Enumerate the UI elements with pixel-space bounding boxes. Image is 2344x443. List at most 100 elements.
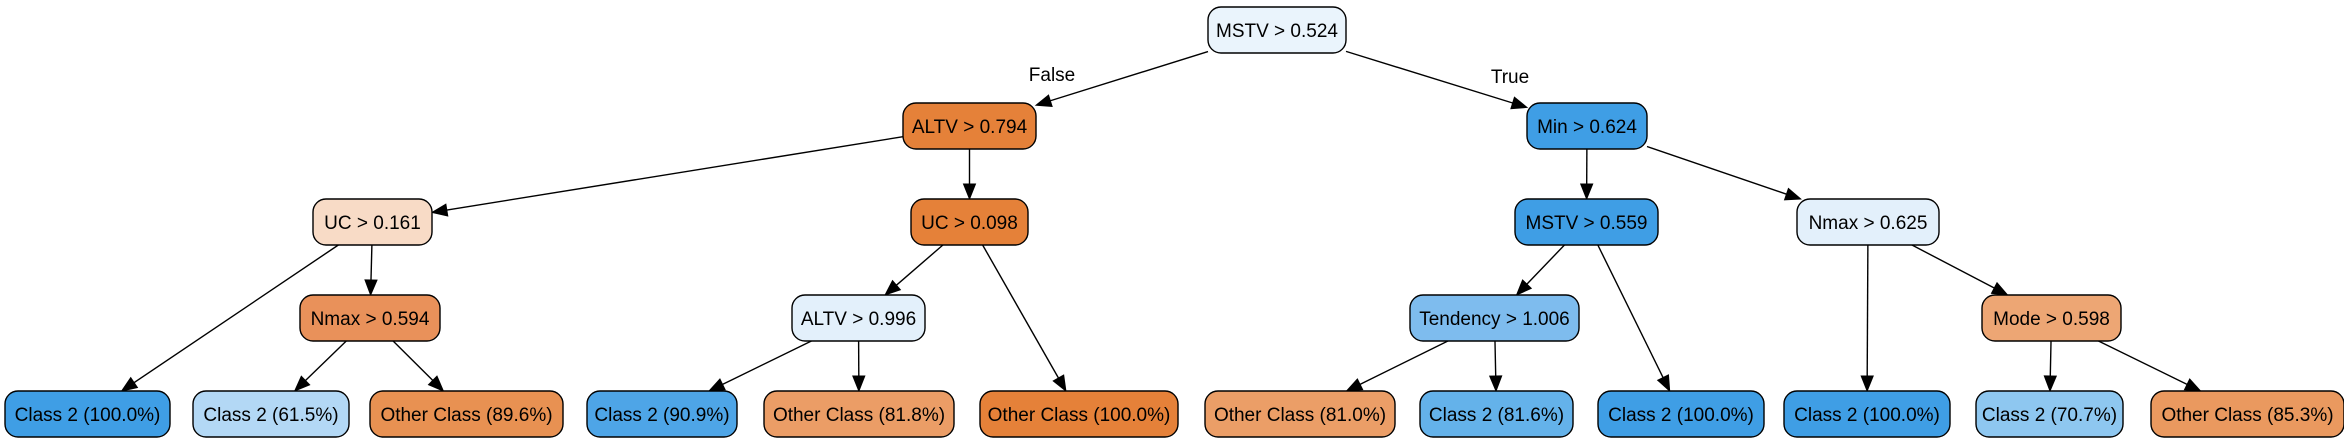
tree-edge — [1515, 244, 1565, 296]
tree-node-label: Class 2 (100.0%) — [15, 405, 161, 426]
tree-edge — [962, 149, 977, 201]
tree-edge — [430, 136, 904, 217]
tree-node-box — [1204, 390, 1396, 438]
tree-node-label: UC > 0.098 — [921, 213, 1018, 234]
tree-node-label: MSTV > 0.524 — [1216, 21, 1338, 42]
tree-node: Other Class (89.6%) — [369, 390, 564, 438]
tree-edge-line — [1911, 244, 1995, 289]
tree-node-box — [1419, 390, 1574, 438]
arrowhead-icon — [1990, 281, 2009, 296]
tree-edge — [1860, 244, 1874, 393]
tree-edge-line — [722, 340, 812, 386]
tree-edge-line — [1526, 244, 1565, 285]
tree-node-label: Class 2 (90.9%) — [594, 405, 729, 426]
tree-edge-line — [446, 136, 904, 211]
tree-node: Class 2 (61.5%) — [192, 390, 350, 438]
tree-node-box — [2150, 390, 2344, 438]
arrowhead-icon — [430, 203, 449, 217]
arrowhead-icon — [1579, 183, 1594, 201]
tree-edge — [1911, 244, 2009, 296]
tree-edge — [852, 340, 866, 393]
arrowhead-icon — [1656, 374, 1671, 393]
tree-edge — [2098, 340, 2202, 392]
tree-edge — [364, 244, 378, 297]
tree-edge-line — [370, 244, 373, 281]
tree-node-label: Other Class (89.6%) — [380, 405, 552, 426]
tree-node-label: Nmax > 0.594 — [311, 309, 430, 330]
arrowhead-icon — [2043, 375, 2058, 393]
tree-edge-line — [1646, 145, 1787, 195]
arrowhead-icon — [293, 375, 311, 392]
arrowhead-icon — [884, 279, 902, 296]
tree-edge-line — [1597, 244, 1664, 378]
tree-edge — [707, 340, 812, 392]
tree-edge — [120, 244, 339, 392]
tree-edge — [1597, 244, 1671, 393]
arrowhead-icon — [1510, 96, 1529, 110]
tree-node-label: Class 2 (61.5%) — [203, 405, 338, 426]
tree-node-label: Other Class (100.0%) — [988, 405, 1171, 426]
tree-node-box — [369, 390, 564, 438]
tree-node-box — [1796, 198, 1940, 246]
arrowhead-icon — [1488, 375, 1503, 393]
tree-node-box — [299, 294, 441, 342]
tree-edge-line — [133, 244, 339, 384]
tree-edge — [1646, 145, 1802, 201]
edges-layer — [120, 50, 2202, 393]
tree-node: Other Class (81.8%) — [763, 390, 955, 438]
tree-node: UC > 0.098 — [910, 198, 1029, 246]
tree-node: Class 2 (70.7%) — [1975, 390, 2124, 438]
tree-node: Mode > 0.598 — [1981, 294, 2122, 342]
tree-edge — [293, 340, 347, 392]
tree-node-box — [1207, 6, 1347, 54]
arrowhead-icon — [2183, 378, 2202, 392]
tree-edge — [1345, 50, 1529, 110]
arrowhead-icon — [427, 375, 445, 392]
tree-node-box — [1981, 294, 2122, 342]
edge-label-false: False — [1029, 65, 1075, 86]
tree-edge-line — [2049, 340, 2052, 377]
tree-node: ALTV > 0.996 — [791, 294, 926, 342]
tree-node: Other Class (100.0%) — [979, 390, 1179, 438]
tree-edge-line — [982, 244, 1060, 379]
tree-edge-line — [895, 244, 944, 286]
arrowhead-icon — [120, 376, 139, 392]
tree-node: MSTV > 0.559 — [1514, 198, 1659, 246]
arrowhead-icon — [1860, 375, 1874, 393]
tree-node-label: UC > 0.161 — [324, 213, 421, 234]
tree-node-box — [1975, 390, 2124, 438]
nodes-layer: MSTV > 0.524 ALTV > 0.794 Min > 0.624 UC > … — [4, 6, 2344, 438]
tree-edge-line — [1494, 340, 1497, 377]
tree-edge-line — [304, 340, 347, 382]
tree-node-box — [1409, 294, 1580, 342]
tree-node-box — [1783, 390, 1951, 438]
tree-node-label: Other Class (85.3%) — [2161, 405, 2333, 426]
arrowhead-icon — [707, 378, 726, 392]
tree-edge-line — [2098, 340, 2188, 386]
tree-node: Nmax > 0.625 — [1796, 198, 1940, 246]
edge-label-true: True — [1491, 67, 1529, 88]
tree-edge — [1579, 148, 1594, 201]
arrowhead-icon — [1052, 374, 1067, 393]
tree-edge — [2043, 340, 2058, 393]
tree-node-label: ALTV > 0.794 — [912, 117, 1028, 138]
arrowhead-icon — [1034, 94, 1053, 108]
tree-node-box — [1597, 390, 1765, 438]
tree-node-label: Other Class (81.0%) — [1214, 405, 1386, 426]
tree-edge-line — [1050, 50, 1209, 102]
tree-node-label: Other Class (81.8%) — [773, 405, 945, 426]
tree-node-label: Min > 0.624 — [1537, 117, 1637, 138]
arrowhead-icon — [1515, 279, 1533, 296]
tree-node: Class 2 (90.9%) — [586, 390, 738, 438]
tree-node-label: ALTV > 0.996 — [801, 309, 916, 330]
tree-node: Class 2 (100.0%) — [1597, 390, 1765, 438]
tree-edge — [1488, 340, 1503, 393]
tree-node: Nmax > 0.594 — [299, 294, 441, 342]
tree-edge — [1345, 340, 1449, 392]
tree-node-box — [1514, 198, 1659, 246]
tree-node: Other Class (85.3%) — [2150, 390, 2344, 438]
tree-node-box — [979, 390, 1179, 438]
tree-node-label: Class 2 (81.6%) — [1429, 405, 1564, 426]
tree-node: Class 2 (100.0%) — [1783, 390, 1951, 438]
